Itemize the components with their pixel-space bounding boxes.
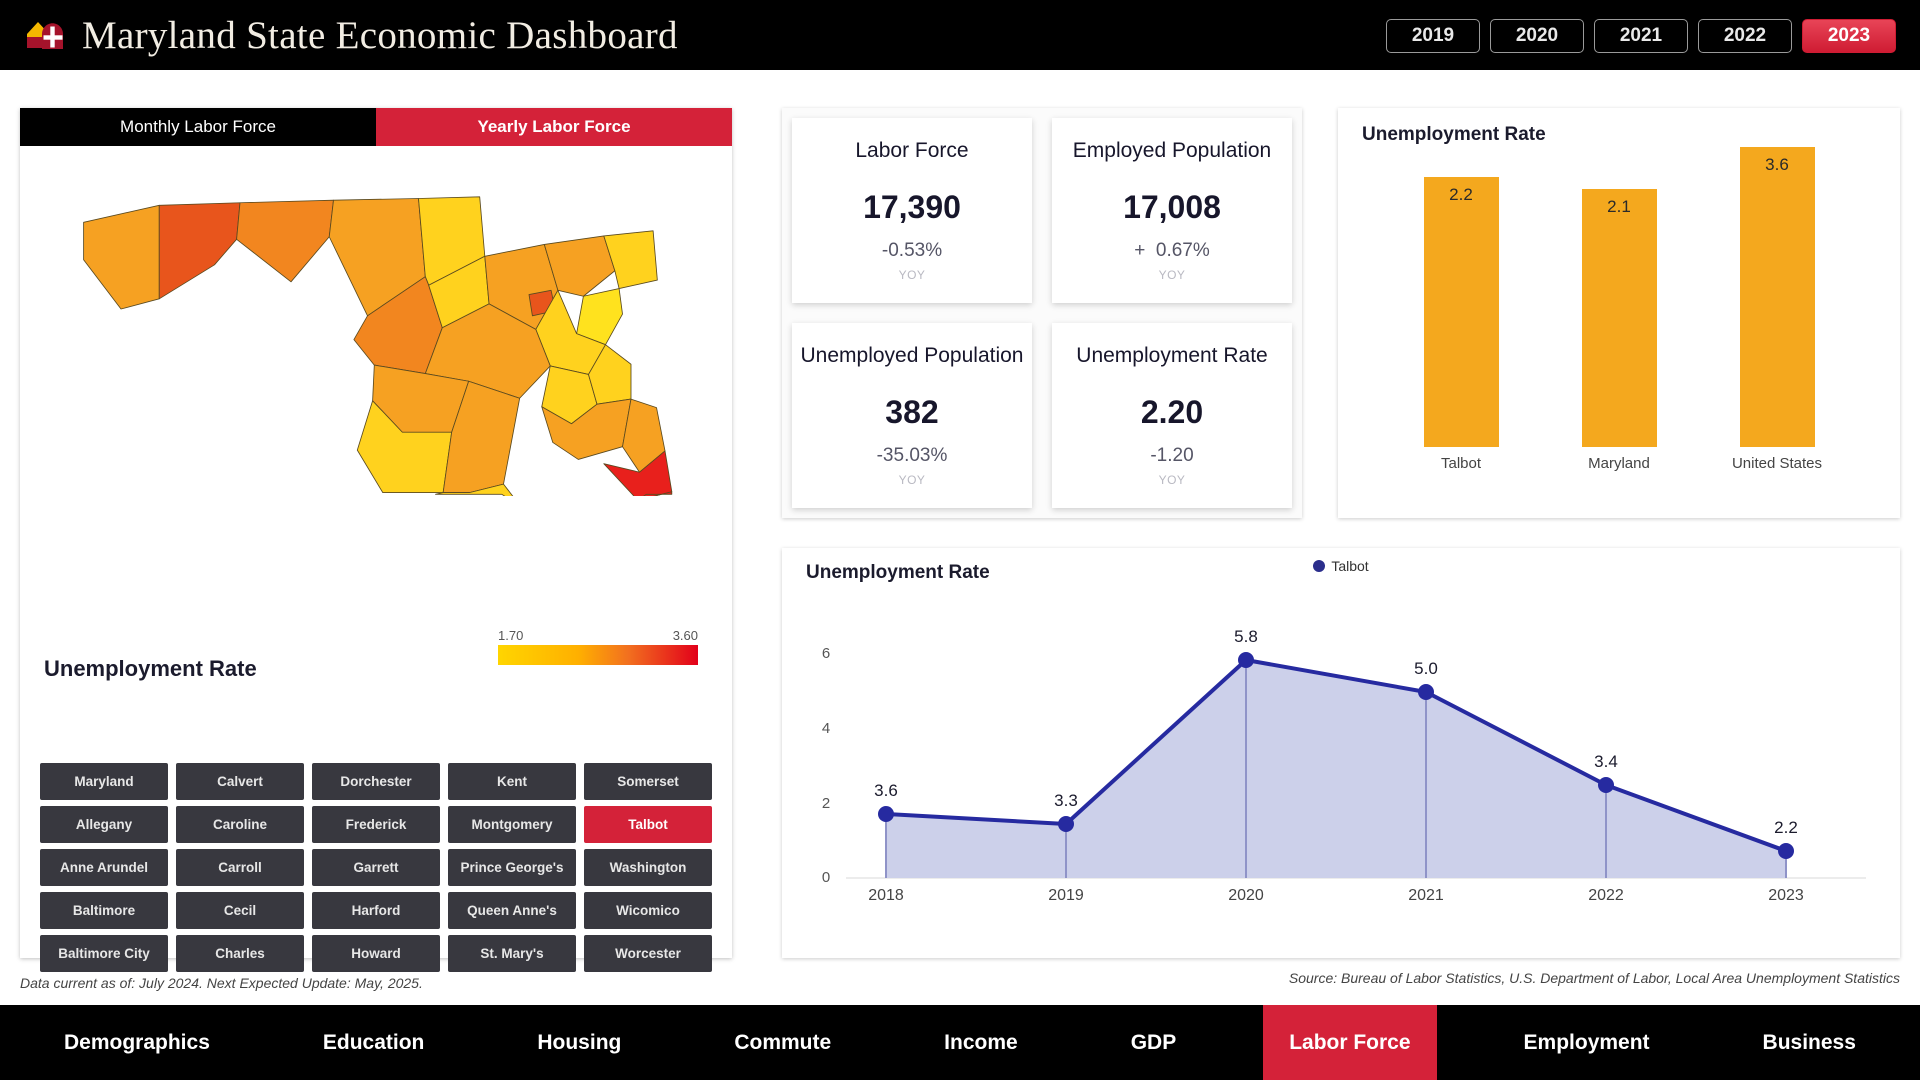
svg-text:2022: 2022 — [1588, 887, 1624, 904]
svg-text:3.4: 3.4 — [1594, 752, 1618, 771]
svg-text:5.8: 5.8 — [1234, 627, 1258, 646]
svg-text:6: 6 — [822, 645, 830, 662]
svg-text:5.0: 5.0 — [1414, 659, 1438, 678]
svg-text:2: 2 — [822, 795, 830, 812]
svg-text:0: 0 — [822, 869, 830, 886]
svg-text:2018: 2018 — [868, 887, 904, 904]
svg-text:2023: 2023 — [1768, 887, 1804, 904]
svg-text:3.3: 3.3 — [1054, 791, 1078, 810]
svg-text:2.2: 2.2 — [1774, 818, 1798, 837]
svg-text:4: 4 — [822, 720, 830, 737]
svg-text:2021: 2021 — [1408, 887, 1444, 904]
svg-text:3.6: 3.6 — [874, 781, 898, 800]
svg-text:2020: 2020 — [1228, 887, 1264, 904]
svg-text:2019: 2019 — [1048, 887, 1084, 904]
